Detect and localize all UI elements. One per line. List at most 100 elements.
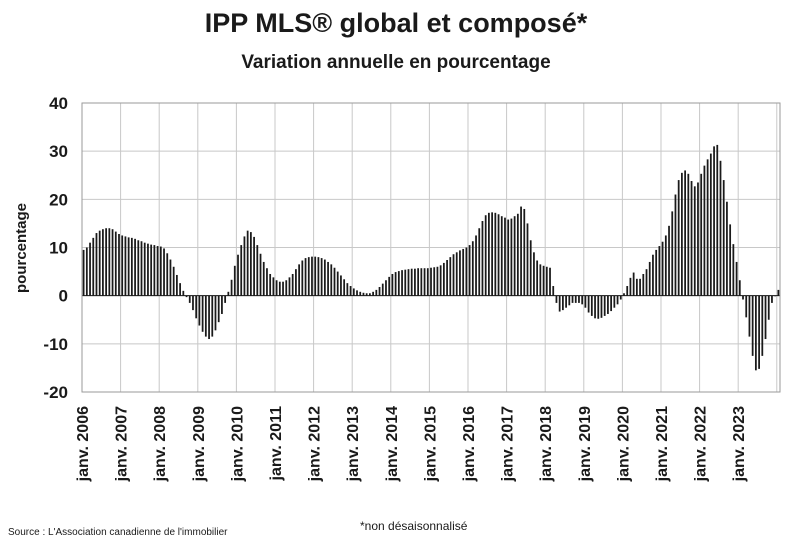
bar xyxy=(233,265,236,296)
bar xyxy=(214,295,217,331)
bar xyxy=(475,235,477,296)
bar xyxy=(246,230,249,296)
x-tick-label: janv. 2017 xyxy=(500,406,517,482)
bar xyxy=(697,182,699,296)
x-tick-label: janv. 2010 xyxy=(229,406,246,482)
y-tick-label: 0 xyxy=(59,287,68,306)
bar xyxy=(262,261,265,296)
bar xyxy=(449,257,452,296)
x-tick-label: janv. 2016 xyxy=(461,406,478,482)
bar xyxy=(108,228,111,296)
bar xyxy=(397,271,400,296)
bar xyxy=(587,295,590,313)
x-tick-label: janv. 2013 xyxy=(345,406,362,482)
bar xyxy=(523,208,526,296)
bar xyxy=(385,280,387,296)
bar xyxy=(404,269,407,296)
bar xyxy=(221,295,223,314)
bar xyxy=(542,265,545,296)
bar xyxy=(230,279,233,296)
bar xyxy=(439,265,442,296)
x-tick-label: janv. 2018 xyxy=(538,406,555,482)
bar xyxy=(127,237,130,296)
bar xyxy=(481,221,484,296)
bar xyxy=(266,268,268,296)
axes xyxy=(81,102,781,393)
y-tick-label: 20 xyxy=(49,190,68,209)
bar xyxy=(295,269,297,296)
bar xyxy=(658,246,661,296)
bar xyxy=(330,264,333,296)
bar xyxy=(565,295,567,308)
y-tick-labels: -20 -10 0 10 20 30 40 xyxy=(43,94,68,402)
bar xyxy=(298,264,301,296)
bar xyxy=(211,295,214,337)
bar xyxy=(700,173,703,296)
bar xyxy=(336,271,339,296)
bar xyxy=(166,253,169,296)
bar xyxy=(488,212,490,296)
bar xyxy=(423,268,426,296)
bar xyxy=(484,215,487,296)
bar xyxy=(150,244,153,296)
x-tick-label: janv. 2008 xyxy=(152,406,169,482)
x-tick-label: janv. 2007 xyxy=(114,406,131,482)
bar xyxy=(693,186,696,296)
bar xyxy=(394,272,397,296)
source-note: Source : L'Association canadienne de l'i… xyxy=(8,527,228,538)
bar xyxy=(478,228,481,296)
bar xyxy=(607,295,609,314)
bar xyxy=(764,295,767,340)
x-tick-labels: janv. 2006 janv. 2007 janv. 2008 janv. 2009… xyxy=(75,406,748,482)
y-tick-label: -10 xyxy=(43,335,68,354)
bar xyxy=(494,212,497,296)
bar xyxy=(581,295,584,305)
bar xyxy=(610,295,613,312)
footnote: *non désaisonnalisé xyxy=(360,519,468,533)
bar xyxy=(323,259,326,296)
bar xyxy=(130,237,133,296)
bar xyxy=(420,268,423,296)
bar xyxy=(452,254,455,296)
bar xyxy=(275,280,278,296)
bar xyxy=(134,238,136,296)
bar xyxy=(726,201,728,296)
bar xyxy=(500,216,503,296)
bar xyxy=(468,245,471,296)
bar xyxy=(111,229,114,296)
bar xyxy=(320,258,323,296)
x-tick-label: janv. 2019 xyxy=(577,406,594,482)
bar xyxy=(372,291,374,296)
bar xyxy=(671,211,674,296)
bar xyxy=(349,286,352,296)
bar xyxy=(179,283,181,296)
bar xyxy=(690,181,693,296)
bar xyxy=(282,281,284,296)
x-tick-label: janv. 2012 xyxy=(307,406,324,482)
bar xyxy=(706,159,709,296)
y-tick-label: -20 xyxy=(43,383,68,402)
bar xyxy=(639,278,641,296)
bar xyxy=(375,289,378,296)
bar xyxy=(92,237,95,296)
bar xyxy=(185,295,188,298)
bar xyxy=(459,250,461,296)
bar xyxy=(600,295,603,318)
bar xyxy=(664,235,667,296)
bar xyxy=(578,295,580,303)
y-tick-label: 30 xyxy=(49,142,68,161)
bar xyxy=(356,290,358,296)
bar xyxy=(249,232,252,296)
bar xyxy=(333,267,336,296)
bar xyxy=(751,295,754,356)
bar xyxy=(436,266,439,296)
bar xyxy=(227,291,230,296)
bar xyxy=(278,281,281,296)
bar xyxy=(217,295,220,323)
bar xyxy=(520,206,522,296)
bar xyxy=(616,295,619,305)
bar xyxy=(253,236,255,296)
bar xyxy=(391,273,394,296)
bar xyxy=(430,267,432,296)
